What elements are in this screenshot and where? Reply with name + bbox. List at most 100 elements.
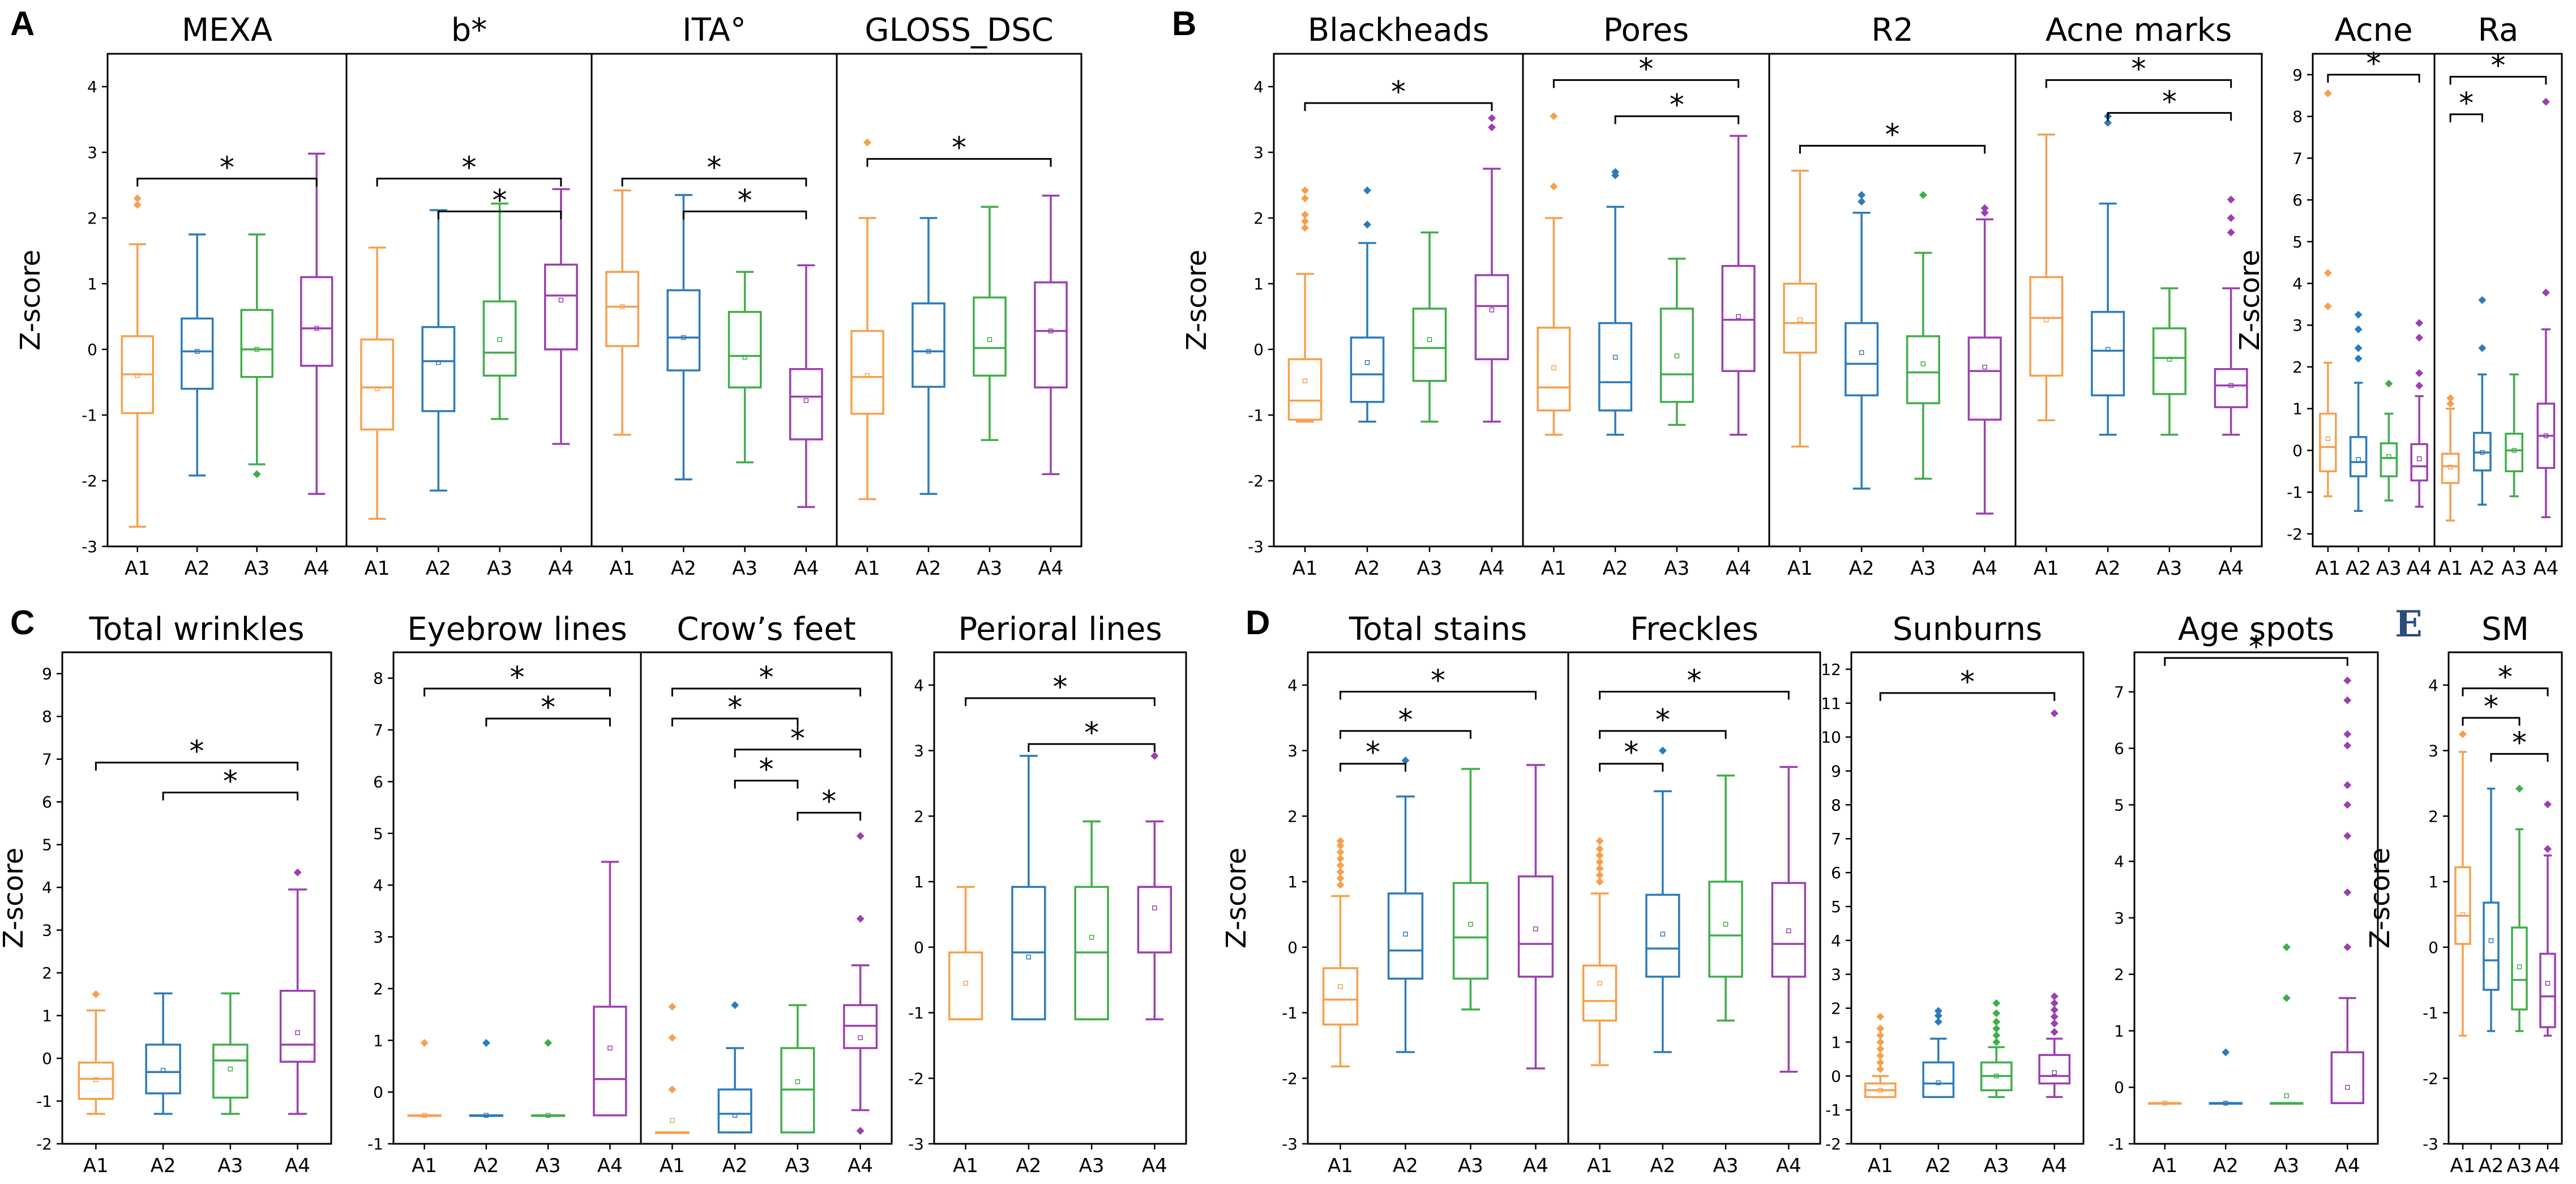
outlier-point — [253, 470, 261, 478]
bracket-line — [2164, 657, 2348, 666]
panel-title: Blackheads — [1308, 12, 1490, 49]
mean-marker — [1364, 360, 1370, 365]
iqr-box — [1452, 882, 1489, 980]
bracket-line — [485, 717, 611, 726]
significance-star: * — [1084, 716, 1099, 750]
significance-star: * — [1053, 670, 1068, 704]
iqr-box — [850, 330, 884, 415]
x-tick-label: A1 — [1293, 557, 1318, 580]
x-tick-label: A3 — [2274, 1155, 2299, 1177]
mean-marker — [2228, 383, 2233, 388]
y-tick-label: 2 — [373, 980, 383, 998]
outlier-point — [2050, 992, 2059, 1001]
panel-title: Perioral lines — [958, 611, 1162, 648]
x-tick-label: A4 — [793, 557, 819, 580]
significance-bracket: * — [1879, 665, 2056, 701]
bracket-line — [95, 762, 299, 771]
iqr-box — [666, 289, 701, 371]
significance-bracket: * — [1340, 736, 1406, 772]
y-tick-label: 3 — [2114, 909, 2124, 927]
iqr-box — [360, 338, 395, 431]
iqr-box — [973, 296, 1007, 377]
mean-marker — [1489, 307, 1495, 313]
x-tick-label: A1 — [2152, 1155, 2177, 1177]
x-tick-label: A1 — [1587, 1155, 1612, 1177]
iqr-box — [482, 300, 517, 377]
outlier-point — [1336, 848, 1345, 856]
mean-marker — [2543, 433, 2549, 438]
y-tick-label: -3 — [82, 537, 97, 556]
mean-marker — [803, 398, 809, 403]
box-a4 — [2536, 97, 2556, 519]
y-tick-label: 1 — [373, 1031, 383, 1050]
box-a2 — [2483, 787, 2500, 1032]
box-a4 — [593, 861, 627, 1117]
mean-marker — [2545, 981, 2551, 986]
y-tick-label: 7 — [2114, 683, 2124, 702]
y-tick-label: -1 — [367, 1135, 383, 1153]
outlier-point — [482, 1038, 490, 1047]
x-tick-label: A3 — [217, 1155, 243, 1177]
outlier-point — [1876, 1038, 1885, 1046]
mean-marker — [2052, 1070, 2057, 1075]
outlier-point — [1363, 186, 1371, 195]
panel-acne-marks: Acne marks A1 A2 A3 A4 * * — [2014, 12, 2263, 580]
y-tick-label: 2 — [2428, 807, 2438, 826]
x-tick-label: A4 — [1479, 557, 1505, 580]
y-tick-label: 0 — [1831, 1067, 1841, 1085]
significance-bracket: * — [2449, 87, 2483, 122]
panel-title: Acne — [2334, 12, 2412, 49]
y-tick-label: 2 — [2114, 965, 2124, 984]
x-tick-label: A2 — [426, 557, 451, 580]
bracket-line — [1552, 79, 1740, 88]
box-a1 — [1582, 837, 1618, 1066]
box-a1 — [1864, 1012, 1897, 1098]
y-tick-label: 7 — [373, 721, 383, 740]
outlier-point — [1595, 837, 1604, 845]
outlier-point — [2050, 999, 2059, 1007]
box-a2 — [2473, 296, 2492, 506]
box-a4 — [2330, 676, 2364, 1104]
iqr-box — [1322, 967, 1359, 1026]
y-tick-label: -3 — [908, 1135, 924, 1153]
y-tick-label: 0 — [1253, 340, 1264, 359]
outlier-point — [1876, 1058, 1885, 1067]
bracket-line — [1599, 763, 1664, 772]
y-tick-label: 1 — [2428, 873, 2438, 891]
y-tick-label: 6 — [373, 772, 383, 791]
y-tick-label: -2 — [1282, 1069, 1298, 1088]
mean-marker — [436, 360, 441, 365]
panel-mexa: MEXA -3 -2 -1 0 1 2 3 4 A1 A2 A3 A4 * — [82, 12, 348, 580]
significance-bracket: * — [162, 765, 299, 801]
outlier-point — [2323, 302, 2332, 311]
significance-star: * — [1624, 736, 1638, 770]
box-a1 — [654, 1002, 690, 1134]
panel-title: b* — [451, 12, 487, 49]
x-tick-label: A3 — [1417, 557, 1443, 580]
box-a1 — [2029, 133, 2064, 422]
box-a3 — [530, 1038, 566, 1118]
x-tick-label: A1 — [125, 557, 150, 580]
mean-marker — [681, 335, 686, 340]
outlier-point — [2282, 943, 2291, 951]
x-tick-label: A2 — [2095, 557, 2121, 580]
panel-gloss-dsc: GLOSS_DSC A1 A2 A3 A4 * — [836, 12, 1082, 580]
mean-marker — [1403, 931, 1408, 937]
y-tick-label: 0 — [2114, 1078, 2124, 1097]
x-tick-label: A4 — [1776, 1155, 1802, 1177]
x-tick-label: A2 — [473, 1155, 499, 1177]
iqr-box — [2038, 1054, 2071, 1085]
mean-marker — [93, 1077, 99, 1083]
mean-marker — [1936, 1080, 1941, 1085]
x-tick-label: A3 — [1984, 1155, 2009, 1177]
x-tick-label: A4 — [848, 1155, 873, 1177]
significance-star: * — [1655, 703, 1670, 737]
mean-marker — [422, 1113, 427, 1118]
significance-star: * — [2162, 85, 2177, 119]
x-tick-label: A4 — [2218, 557, 2244, 580]
significance-bracket: * — [376, 151, 562, 187]
x-tick-label: A1 — [2438, 557, 2463, 580]
mean-marker — [963, 981, 968, 986]
y-tick-label: 4 — [87, 78, 97, 96]
